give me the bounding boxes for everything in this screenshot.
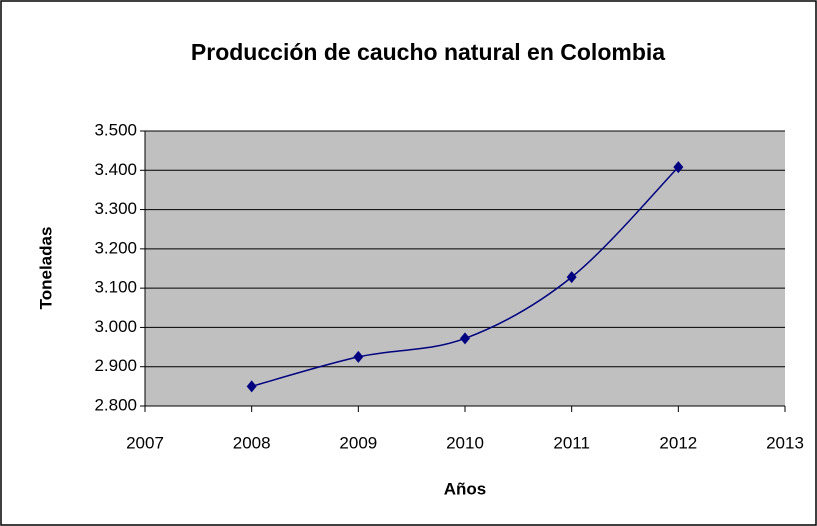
x-tick-label: 2011 xyxy=(553,433,590,452)
y-tick-label: 3.100 xyxy=(94,278,137,297)
point xyxy=(353,350,364,363)
x-tick-label: 2009 xyxy=(339,433,377,452)
y-tick-label: 3.200 xyxy=(94,238,137,257)
x-tick-label: 2008 xyxy=(233,433,271,452)
y-tick-label: 3.000 xyxy=(94,317,137,336)
y-tick-label: 3.400 xyxy=(94,160,137,179)
y-tick-label: 3.500 xyxy=(94,120,137,139)
chart-title: Producción de caucho natural en Colombia xyxy=(191,39,665,65)
x-axis-label: Años xyxy=(444,479,487,498)
plot-area xyxy=(145,131,785,406)
point xyxy=(566,271,577,284)
x-tick-label: 2012 xyxy=(659,433,697,452)
y-tick-label: 3.300 xyxy=(94,199,137,218)
point xyxy=(460,332,470,345)
line xyxy=(251,166,679,388)
y-axis-label: Toneladas xyxy=(36,227,55,310)
y-tick-label: 2.800 xyxy=(94,395,137,414)
y-tick-label: 2.900 xyxy=(94,356,137,375)
x-tick-label: 2010 xyxy=(446,433,484,452)
point xyxy=(246,380,257,393)
point xyxy=(673,161,684,174)
x-tick-label: 2013 xyxy=(766,433,804,452)
x-tick-label: 2007 xyxy=(126,433,164,452)
